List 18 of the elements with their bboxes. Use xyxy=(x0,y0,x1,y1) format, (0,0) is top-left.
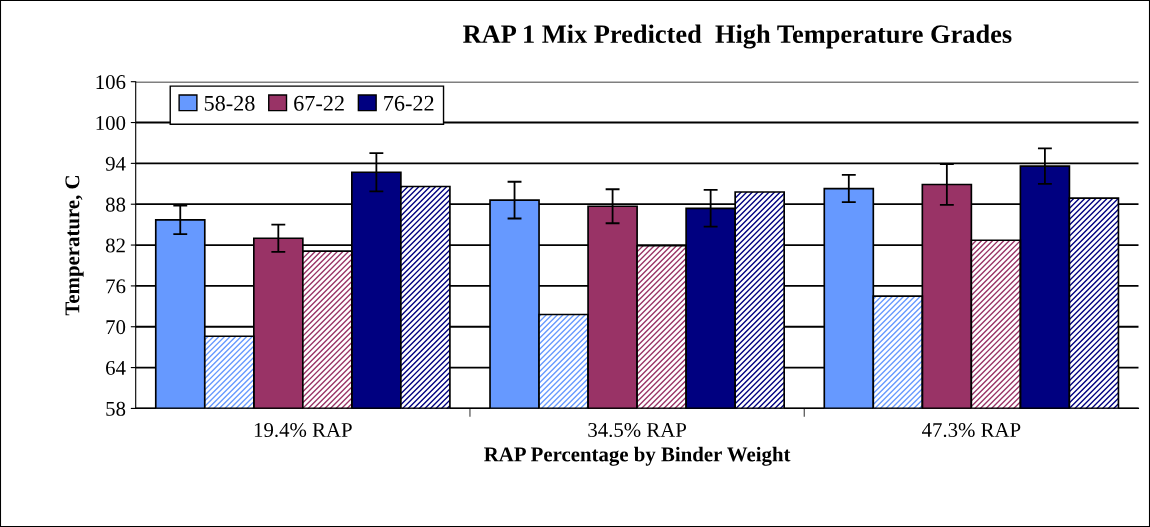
y-tick-label: 76 xyxy=(106,279,126,294)
y-tick-label: 64 xyxy=(106,361,126,376)
y-axis-title: Temperature, C xyxy=(65,176,84,316)
x-axis-title: RAP Percentage by Binder Weight xyxy=(484,446,791,466)
y-tick-label: 70 xyxy=(106,320,126,335)
legend-label: 58-28 xyxy=(204,95,255,111)
y-tick-label: 82 xyxy=(105,238,125,253)
chart-title: RAP 1 Mix Predicted High Temperature Grades xyxy=(463,24,1012,49)
y-tick-label: 100 xyxy=(96,115,126,130)
y-tick-label: 106 xyxy=(96,75,126,90)
y-tick-label: 88 xyxy=(105,197,126,212)
legend-label: 76-22 xyxy=(384,95,434,111)
x-tick-label: 34.5% RAP xyxy=(588,422,687,438)
y-tick-label: 94 xyxy=(105,156,126,171)
x-tick-label: 47.3% RAP xyxy=(922,422,1021,438)
x-tick-label: 19.4% RAP xyxy=(254,422,352,438)
legend-label: 67-22 xyxy=(294,95,344,111)
y-tick-label: 58 xyxy=(106,401,126,416)
